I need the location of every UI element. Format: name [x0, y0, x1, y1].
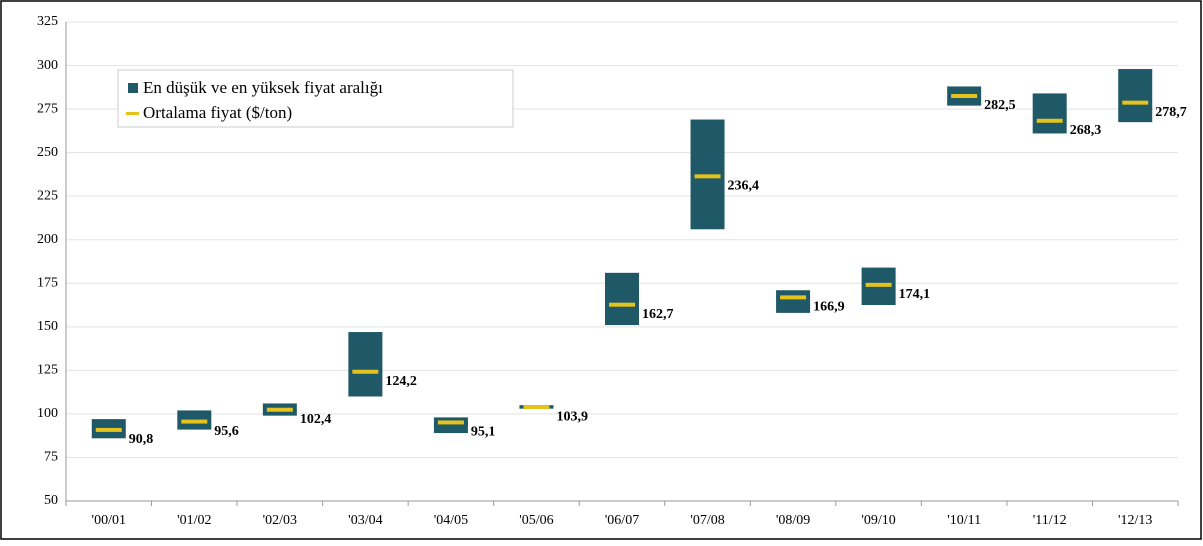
mean-marker — [95, 427, 122, 432]
value-label: 90,8 — [129, 432, 154, 447]
range-bar — [776, 290, 811, 313]
y-tick-label: 325 — [37, 14, 58, 29]
mean-marker — [437, 420, 464, 425]
range-bar — [433, 417, 468, 434]
x-tick-label: '10/11 — [947, 513, 981, 528]
legend-swatch — [126, 112, 139, 115]
x-tick-label: '09/10 — [861, 513, 895, 528]
x-tick-label: '06/07 — [605, 513, 639, 528]
y-tick-label: 125 — [37, 363, 58, 378]
mean-marker — [523, 405, 550, 410]
range-bar — [1032, 93, 1067, 134]
mean-marker — [352, 369, 379, 374]
legend-box — [117, 69, 514, 128]
x-tick-label: '12/13 — [1118, 513, 1152, 528]
legend-swatch — [128, 83, 138, 93]
value-label: 102,4 — [300, 412, 332, 427]
value-label: 174,1 — [899, 287, 931, 302]
y-tick-label: 200 — [37, 232, 58, 247]
value-label: 95,1 — [471, 425, 496, 440]
value-label: 124,2 — [385, 374, 417, 389]
y-tick-label: 250 — [37, 145, 58, 160]
mean-marker — [951, 94, 978, 99]
mean-marker — [266, 407, 293, 412]
range-bar — [1118, 69, 1153, 123]
value-label: 236,4 — [728, 179, 760, 194]
mean-marker — [865, 282, 892, 287]
mean-marker — [181, 419, 208, 424]
mean-marker — [780, 295, 807, 300]
x-tick-label: '11/12 — [1033, 513, 1067, 528]
y-tick-label: 150 — [37, 319, 58, 334]
x-tick-label: '02/03 — [263, 513, 297, 528]
x-tick-label: '01/02 — [177, 513, 211, 528]
x-tick-label: '07/08 — [690, 513, 724, 528]
x-tick-label: '08/09 — [776, 513, 810, 528]
y-tick-label: 100 — [37, 406, 58, 421]
y-tick-label: 175 — [37, 275, 58, 290]
value-label: 268,3 — [1070, 123, 1102, 138]
mean-marker — [1122, 100, 1149, 105]
value-label: 278,7 — [1155, 105, 1187, 120]
y-tick-label: 75 — [44, 450, 58, 465]
x-tick-label: '04/05 — [434, 513, 468, 528]
value-label: 166,9 — [813, 300, 845, 315]
mean-marker — [1036, 118, 1063, 123]
value-label: 282,5 — [984, 98, 1016, 113]
legend-label: En düşük ve en yüksek fiyat aralığı — [143, 78, 383, 97]
x-tick-label: '00/01 — [92, 513, 126, 528]
value-label: 162,7 — [642, 307, 674, 322]
mean-marker — [694, 174, 721, 179]
range-bar — [348, 332, 383, 397]
y-tick-label: 50 — [44, 493, 58, 508]
mean-marker — [609, 302, 635, 307]
y-tick-label: 300 — [37, 58, 58, 73]
legend-label: Ortalama fiyat ($/ton) — [143, 103, 292, 122]
value-label: 103,9 — [556, 409, 588, 424]
range-bar — [605, 272, 639, 326]
y-tick-label: 275 — [37, 101, 58, 116]
x-tick-label: '03/04 — [348, 513, 382, 528]
x-tick-label: '05/06 — [519, 513, 553, 528]
y-tick-label: 225 — [37, 188, 58, 203]
value-label: 95,6 — [214, 424, 239, 439]
